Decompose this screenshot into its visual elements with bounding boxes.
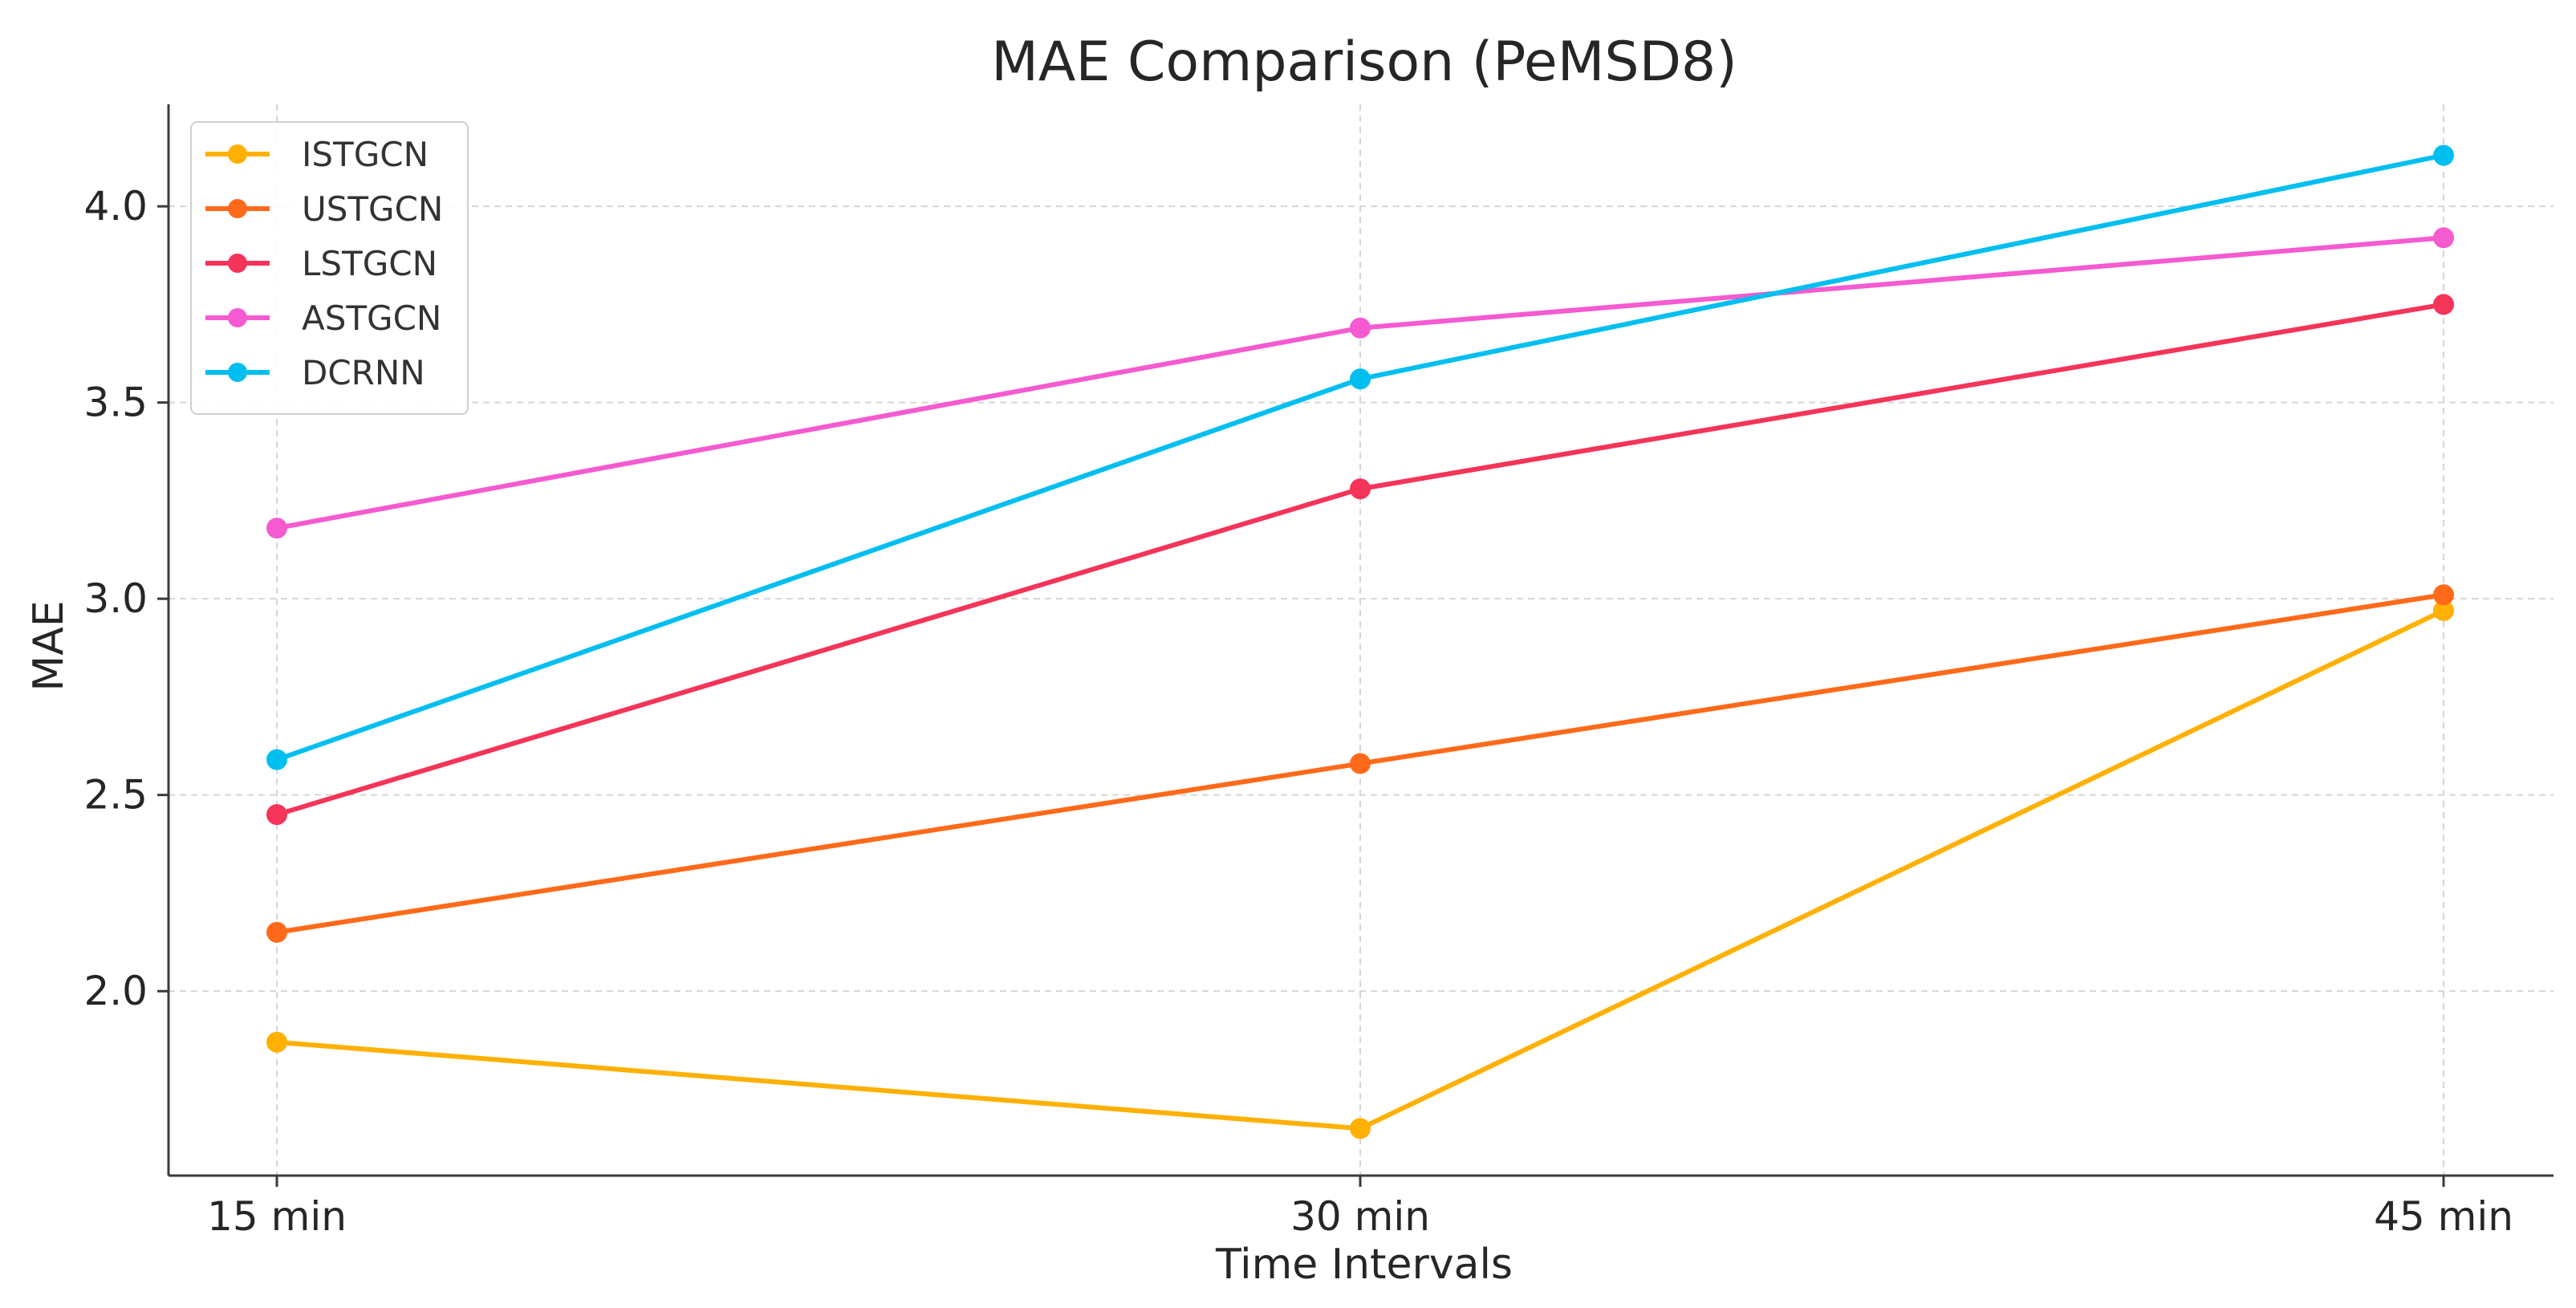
legend-swatch-marker — [228, 308, 247, 327]
series-lstgcn — [266, 294, 2454, 826]
legend-swatch-marker — [228, 144, 247, 164]
data-point-astgcn — [266, 518, 287, 539]
x-tick-label: 45 min — [2374, 1193, 2513, 1240]
data-point-astgcn — [2433, 227, 2454, 249]
x-tick-label: 15 min — [207, 1193, 347, 1240]
series-dcrnn — [266, 144, 2454, 770]
legend-swatch-marker — [228, 199, 247, 218]
data-point-astgcn — [1350, 317, 1371, 339]
data-point-dcrnn — [2433, 144, 2454, 166]
data-point-ustgcn — [1350, 753, 1371, 774]
series-astgcn — [266, 227, 2454, 539]
series-layer — [266, 144, 2454, 1139]
legend-label: USTGCN — [302, 189, 443, 229]
legend-label: ASTGCN — [302, 299, 441, 338]
data-point-istgcn — [2433, 599, 2454, 621]
data-point-ustgcn — [2433, 584, 2454, 606]
y-tick-label: 3.5 — [83, 380, 148, 426]
y-axis-label: MAE — [25, 600, 73, 691]
legend-item-istgcn: ISTGCN — [205, 135, 429, 174]
data-point-ustgcn — [266, 921, 287, 943]
legend-label: DCRNN — [302, 353, 425, 392]
data-point-dcrnn — [1350, 368, 1371, 390]
legend-swatch-marker — [228, 363, 247, 382]
y-tick-label: 2.0 — [83, 968, 148, 1014]
y-tick-label: 3.0 — [83, 575, 148, 622]
chart-title: MAE Comparison (PeMSD8) — [991, 30, 1737, 94]
axes-layer: 2.0 2.5 3.0 3.5 4.0 15 min 30 min 45 min — [83, 104, 2554, 1240]
x-tick-label: 30 min — [1290, 1193, 1430, 1240]
legend-item-astgcn: ASTGCN — [205, 299, 441, 338]
data-point-dcrnn — [266, 749, 287, 770]
legend-swatch-marker — [228, 254, 247, 273]
y-tick-label: 2.5 — [83, 772, 148, 819]
x-axis-label: Time Intervals — [1215, 1241, 1513, 1289]
data-point-istgcn — [1350, 1118, 1371, 1139]
y-tick-label: 4.0 — [83, 183, 148, 230]
legend-item-ustgcn: USTGCN — [205, 189, 443, 229]
data-point-lstgcn — [266, 804, 287, 826]
legend-frame — [190, 121, 469, 415]
legend-label: ISTGCN — [302, 135, 429, 174]
legend-item-lstgcn: LSTGCN — [205, 244, 437, 283]
data-point-lstgcn — [2433, 294, 2454, 315]
data-point-lstgcn — [1350, 478, 1371, 500]
grid-layer — [169, 104, 2554, 1176]
data-point-istgcn — [266, 1031, 287, 1053]
series-ustgcn — [266, 584, 2454, 943]
legend-item-dcrnn: DCRNN — [205, 353, 425, 392]
legend: ISTGCN USTGCN LSTGCN ASTGCN DCRNN — [190, 121, 469, 415]
series-istgcn — [266, 599, 2454, 1139]
legend-label: LSTGCN — [302, 244, 437, 283]
